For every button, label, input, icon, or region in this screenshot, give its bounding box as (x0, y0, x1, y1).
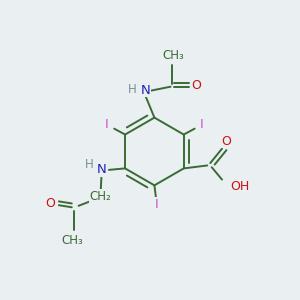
Text: N: N (97, 164, 106, 176)
Text: H: H (85, 158, 94, 171)
Text: O: O (192, 79, 202, 92)
Text: I: I (154, 198, 158, 211)
Text: OH: OH (230, 180, 250, 193)
Text: H: H (128, 83, 137, 96)
Text: I: I (200, 118, 204, 131)
Text: O: O (221, 134, 231, 148)
Text: N: N (141, 84, 151, 97)
Text: O: O (46, 197, 56, 210)
Text: I: I (105, 118, 108, 131)
Text: CH₂: CH₂ (90, 190, 112, 203)
Text: CH₃: CH₃ (62, 234, 84, 247)
Text: CH₃: CH₃ (163, 49, 184, 62)
